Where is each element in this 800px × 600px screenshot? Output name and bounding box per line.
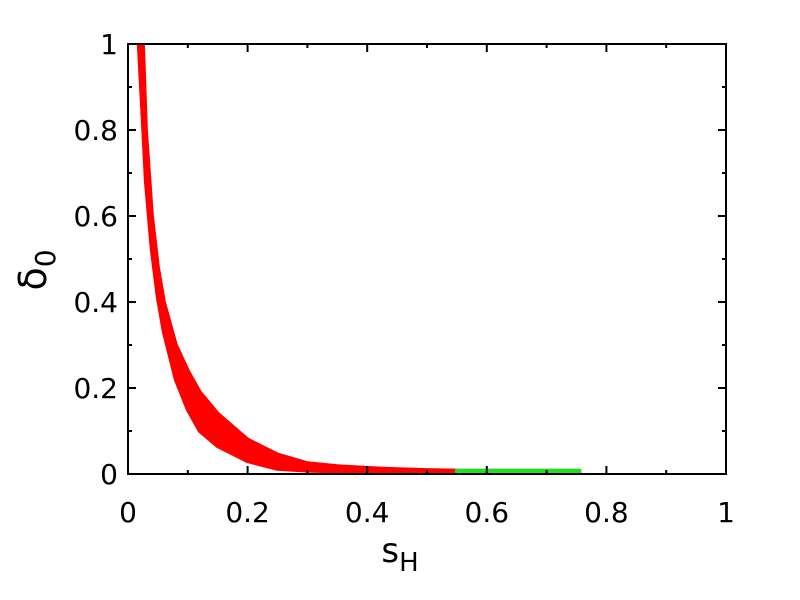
- y-tick-label: 1: [100, 28, 118, 61]
- tick-layer: 0 0.2 0.4 0.6 0.8 1 0 0.2 0.4 0.6 0.8 1: [73, 28, 734, 529]
- x-tick-label: 0.6: [465, 496, 510, 529]
- x-tick-label: 1: [717, 496, 735, 529]
- y-tick-label: 0: [100, 458, 118, 491]
- x-axis-label-main: s: [381, 531, 399, 571]
- y-tick-label: 0.8: [73, 114, 118, 147]
- x-tick-label: 0.2: [225, 496, 270, 529]
- y-axis-label-sub: 0: [29, 249, 62, 267]
- series-layer: [136, 44, 582, 474]
- plot-frame: [127, 43, 727, 475]
- y-axis-label: δ0: [11, 249, 62, 290]
- y-tick-label: 0.4: [73, 286, 118, 319]
- x-tick-label: 0: [119, 496, 137, 529]
- y-tick-label: 0.2: [73, 372, 118, 405]
- y-tick-label: 0.6: [73, 200, 118, 233]
- y-axis-label-main: δ: [11, 267, 55, 290]
- series-band-0: [136, 44, 459, 474]
- x-tick-label: 0.4: [345, 496, 390, 529]
- x-tick-label: 0.8: [584, 496, 629, 529]
- x-axis-label-sub: H: [399, 548, 419, 578]
- x-axis-label: sH: [381, 531, 418, 578]
